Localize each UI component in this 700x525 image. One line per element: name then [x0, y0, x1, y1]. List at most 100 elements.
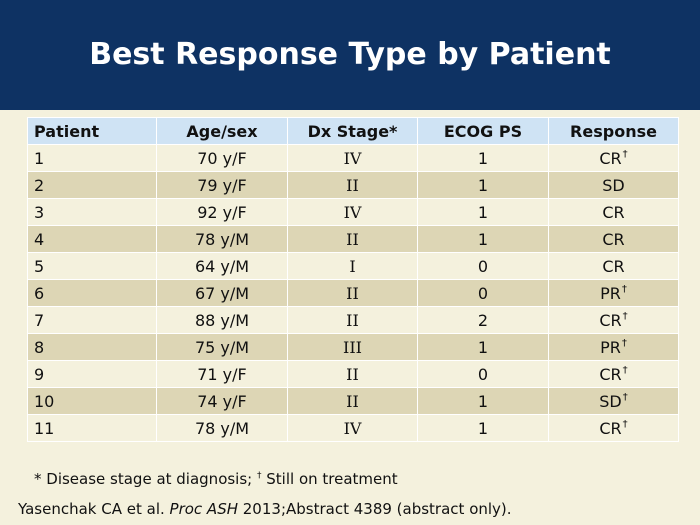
cell-dx-stage: IV	[287, 198, 418, 226]
response-value: SD	[599, 391, 622, 411]
citation: Yasenchak CA et al. Proc ASH 2013;Abstra…	[18, 500, 512, 518]
still-on-treatment-marker: †	[621, 338, 627, 350]
header-patient: Patient	[27, 117, 157, 145]
header-response: Response	[548, 117, 679, 145]
table-row: 4 78 y/M II 1 CR	[27, 225, 679, 253]
cell-response: PR†	[548, 279, 679, 307]
cell-age-sex: 75 y/M	[156, 333, 288, 361]
table-row: 8 75 y/M III 1 PR†	[27, 333, 679, 361]
title-banner: Best Response Type by Patient	[0, 0, 700, 110]
cell-dx-stage: II	[287, 225, 418, 253]
cell-response: SD	[548, 171, 679, 199]
response-value: CR	[599, 310, 622, 330]
still-on-treatment-marker: †	[622, 392, 628, 404]
response-value: PR	[600, 337, 621, 357]
cell-dx-stage: II	[287, 306, 418, 334]
footnote-dagger-text: Still on treatment	[261, 470, 398, 488]
cell-ecog-ps: 0	[417, 252, 549, 280]
response-value: PR	[600, 283, 621, 303]
cell-dx-stage: III	[287, 333, 418, 361]
footnote: * Disease stage at diagnosis; † Still on…	[34, 470, 398, 488]
response-value: CR	[602, 202, 625, 222]
cell-patient: 8	[27, 333, 157, 361]
cell-ecog-ps: 1	[417, 171, 549, 199]
citation-rest: 2013;Abstract 4389 (abstract only).	[238, 500, 512, 518]
cell-age-sex: 70 y/F	[156, 144, 288, 172]
cell-age-sex: 71 y/F	[156, 360, 288, 388]
cell-ecog-ps: 1	[417, 225, 549, 253]
cell-ecog-ps: 0	[417, 360, 549, 388]
header-dx-stage: Dx Stage*	[287, 117, 418, 145]
cell-response: CR†	[548, 414, 679, 442]
still-on-treatment-marker: †	[622, 365, 628, 377]
cell-ecog-ps: 1	[417, 387, 549, 415]
cell-dx-stage: II	[287, 279, 418, 307]
cell-response: PR†	[548, 333, 679, 361]
cell-patient: 1	[27, 144, 157, 172]
still-on-treatment-marker: †	[622, 419, 628, 431]
table-row: 1 70 y/F IV 1 CR†	[27, 144, 679, 172]
cell-patient: 7	[27, 306, 157, 334]
still-on-treatment-marker: †	[622, 311, 628, 323]
cell-response: CR	[548, 198, 679, 226]
cell-dx-stage: II	[287, 171, 418, 199]
cell-patient: 10	[27, 387, 157, 415]
cell-response: CR	[548, 225, 679, 253]
cell-dx-stage: I	[287, 252, 418, 280]
table-row: 7 88 y/M II 2 CR†	[27, 306, 679, 334]
response-value: CR	[602, 229, 625, 249]
table-row: 5 64 y/M I 0 CR	[27, 252, 679, 280]
table-header-row: Patient Age/sex Dx Stage* ECOG PS Respon…	[27, 117, 679, 145]
cell-patient: 2	[27, 171, 157, 199]
cell-ecog-ps: 0	[417, 279, 549, 307]
cell-dx-stage: IV	[287, 144, 418, 172]
cell-ecog-ps: 1	[417, 144, 549, 172]
cell-dx-stage: IV	[287, 414, 418, 442]
header-ecog-ps: ECOG PS	[417, 117, 549, 145]
table-row: 10 74 y/F II 1 SD†	[27, 387, 679, 415]
table-row: 9 71 y/F II 0 CR†	[27, 360, 679, 388]
still-on-treatment-marker: †	[622, 149, 628, 161]
cell-patient: 5	[27, 252, 157, 280]
cell-age-sex: 88 y/M	[156, 306, 288, 334]
cell-response: CR†	[548, 360, 679, 388]
response-value: CR	[599, 364, 622, 384]
cell-response: CR†	[548, 306, 679, 334]
response-value: CR	[602, 256, 625, 276]
cell-age-sex: 74 y/F	[156, 387, 288, 415]
cell-age-sex: 79 y/F	[156, 171, 288, 199]
cell-dx-stage: II	[287, 360, 418, 388]
table-row: 2 79 y/F II 1 SD	[27, 171, 679, 199]
cell-response: CR†	[548, 144, 679, 172]
cell-age-sex: 92 y/F	[156, 198, 288, 226]
slide-title: Best Response Type by Patient	[89, 37, 611, 72]
citation-journal: Proc ASH	[169, 500, 238, 518]
table-row: 11 78 y/M IV 1 CR†	[27, 414, 679, 442]
cell-dx-stage: II	[287, 387, 418, 415]
still-on-treatment-marker: †	[621, 284, 627, 296]
footnote-star-text: * Disease stage at diagnosis;	[34, 470, 257, 488]
cell-response: SD†	[548, 387, 679, 415]
cell-ecog-ps: 1	[417, 414, 549, 442]
cell-ecog-ps: 1	[417, 333, 549, 361]
cell-response: CR	[548, 252, 679, 280]
table-row: 3 92 y/F IV 1 CR	[27, 198, 679, 226]
cell-patient: 11	[27, 414, 157, 442]
table-row: 6 67 y/M II 0 PR†	[27, 279, 679, 307]
cell-patient: 6	[27, 279, 157, 307]
cell-age-sex: 78 y/M	[156, 414, 288, 442]
response-table: Patient Age/sex Dx Stage* ECOG PS Respon…	[27, 117, 679, 442]
cell-age-sex: 67 y/M	[156, 279, 288, 307]
response-value: CR	[599, 418, 622, 438]
citation-authors: Yasenchak CA et al.	[18, 500, 170, 518]
cell-age-sex: 78 y/M	[156, 225, 288, 253]
header-age-sex: Age/sex	[156, 117, 288, 145]
cell-patient: 9	[27, 360, 157, 388]
cell-age-sex: 64 y/M	[156, 252, 288, 280]
cell-ecog-ps: 1	[417, 198, 549, 226]
cell-ecog-ps: 2	[417, 306, 549, 334]
footnote-dagger: †	[257, 471, 262, 481]
response-value: CR	[599, 148, 622, 168]
cell-patient: 3	[27, 198, 157, 226]
cell-patient: 4	[27, 225, 157, 253]
